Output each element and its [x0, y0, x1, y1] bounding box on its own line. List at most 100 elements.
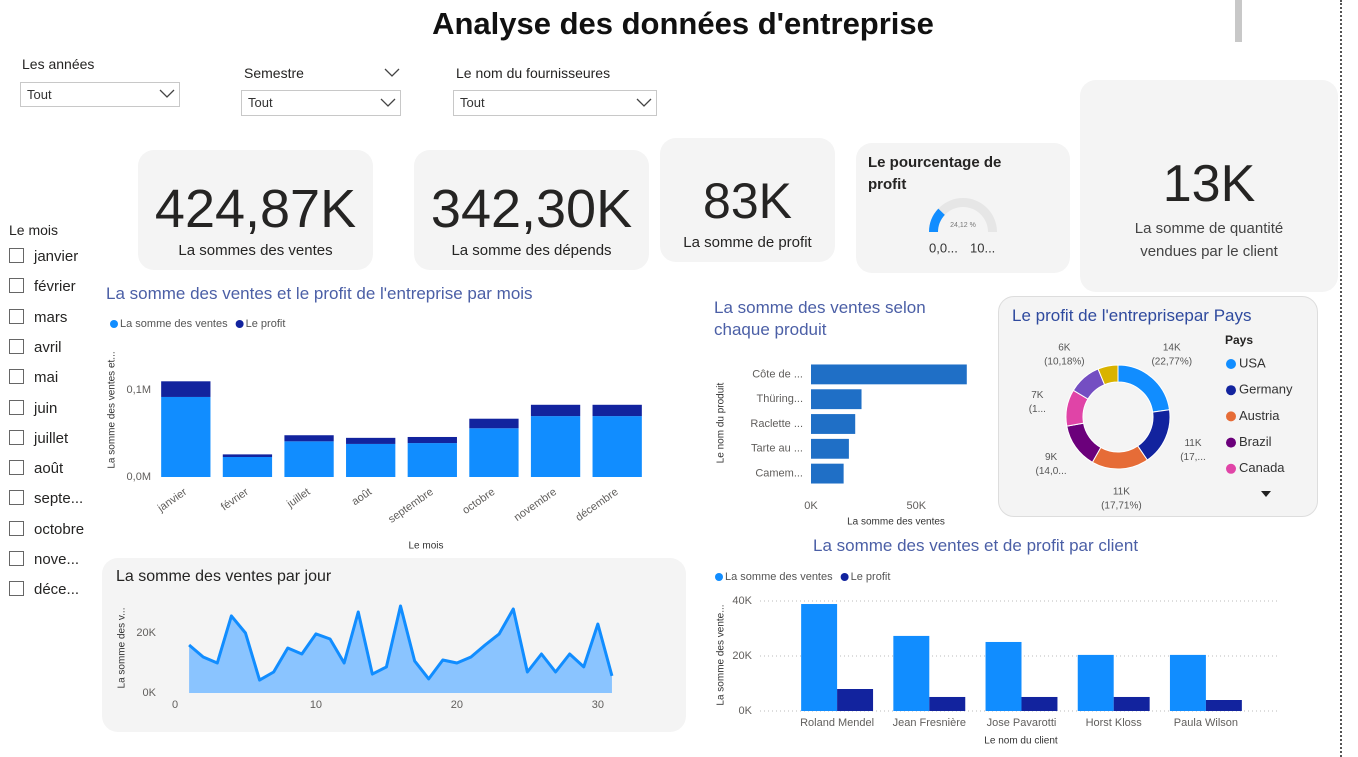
kpi-value: 13K [1162, 155, 1256, 213]
bar [1169, 654, 1206, 711]
dropdown-value: Tout [460, 95, 485, 110]
checkbox[interactable] [9, 369, 24, 385]
bar [811, 364, 967, 385]
line [188, 604, 614, 682]
x-axis-title: Le mois [408, 541, 443, 552]
month-option[interactable]: mai [9, 369, 58, 386]
month-option[interactable]: déce... [9, 581, 79, 598]
data-label: 11K [1184, 438, 1201, 449]
month-label: septe... [34, 490, 84, 508]
chart-title: La somme des ventes et de profit par cli… [813, 536, 1139, 555]
month-label: mars [34, 308, 68, 326]
filter-label: Le nom du fournisseures [456, 65, 611, 81]
checkbox[interactable] [9, 551, 24, 566]
filter-label: Semestre [244, 65, 304, 81]
y-tick-label: 0K [739, 705, 753, 717]
chevron[interactable] [380, 98, 396, 107]
bar-segment [222, 454, 273, 457]
scrollbar[interactable] [1235, 0, 1242, 42]
y-tick-label: 20K [732, 650, 752, 662]
bar [1113, 696, 1150, 711]
x-tick-label: février [219, 486, 251, 514]
checkbox[interactable] [9, 248, 24, 263]
area [189, 606, 612, 693]
legend-label: Austria [1239, 408, 1280, 423]
chevron[interactable] [159, 89, 175, 98]
dropdown-value: Tout [27, 87, 52, 102]
bar [1077, 654, 1114, 711]
bar [1021, 696, 1058, 711]
month-option[interactable]: nove... [9, 551, 79, 568]
x-tick-label: 30 [592, 699, 604, 711]
checkbox[interactable] [9, 399, 24, 415]
legend-label: Germany [1239, 382, 1293, 397]
legend-label: La somme des ventes [120, 318, 228, 330]
month-option[interactable]: juillet [9, 429, 69, 447]
page-border [1340, 0, 1342, 757]
checkbox[interactable] [9, 581, 24, 597]
legend-label: Le profit [246, 318, 286, 330]
kpi-label: La somme des dépends [451, 242, 612, 259]
legend-label: Le profit [851, 571, 891, 583]
y-tick-label: 0,1M [127, 384, 151, 396]
checkbox[interactable] [9, 278, 24, 294]
month-label: janvier [34, 248, 79, 265]
y-tick-label: Tarte au ... [751, 443, 803, 455]
kpi-card [660, 138, 835, 262]
y-tick-label: Thüring... [757, 393, 803, 405]
data-label: (14,0... [1036, 466, 1067, 477]
x-tick-label: 20 [451, 699, 463, 711]
x-tick-label: août [350, 486, 374, 508]
dropdown[interactable]: Tout [453, 90, 657, 116]
y-axis-title: La somme des v... [117, 608, 128, 689]
bar [811, 463, 844, 484]
month-label: mai [34, 369, 59, 387]
checkbox[interactable] [9, 520, 24, 536]
dropdown[interactable]: Tout [20, 82, 180, 107]
month-option[interactable]: avril [9, 338, 62, 356]
bar [929, 696, 966, 711]
legend-more-arrow[interactable] [1261, 491, 1271, 497]
checkbox[interactable] [9, 429, 24, 445]
chevron[interactable] [636, 98, 652, 107]
legend-swatch [840, 573, 849, 581]
month-label: avril [34, 338, 62, 356]
checkbox[interactable] [9, 460, 24, 476]
month-option[interactable]: août [9, 460, 63, 477]
checkbox[interactable] [9, 338, 24, 354]
data-label: (22,77%) [1151, 357, 1192, 368]
month-option[interactable]: mars [9, 308, 68, 326]
donut-slice [1117, 364, 1171, 413]
bar-segment [469, 418, 519, 429]
legend-label: Brazil [1239, 434, 1272, 449]
checkbox[interactable] [9, 308, 24, 324]
x-tick-label: juillet [284, 486, 312, 511]
month-label: juillet [34, 429, 69, 447]
donut-slice [1066, 422, 1102, 463]
legend-label: Canada [1239, 460, 1285, 475]
chevron[interactable] [384, 68, 400, 77]
x-tick-label: septembre [386, 486, 435, 526]
x-tick-label: 0 [172, 699, 178, 711]
y-tick-label: 0K [143, 687, 157, 699]
y-axis-title: Le nom du produit [716, 382, 727, 463]
gauge-title: Le pourcentage de profit [868, 154, 1002, 193]
gauge-fill [929, 208, 945, 232]
month-option[interactable]: février [9, 278, 76, 295]
legend-label: La somme des ventes [725, 571, 833, 583]
month-option[interactable]: juin [9, 399, 57, 417]
month-option[interactable]: octobre [9, 520, 84, 538]
month-option[interactable]: septe... [9, 490, 83, 507]
checkbox[interactable] [9, 490, 24, 506]
kpi-card [138, 150, 373, 270]
data-label: (10,18%) [1044, 357, 1085, 368]
legend-label: USA [1239, 355, 1266, 370]
data-label: 7K [1031, 390, 1044, 401]
month-option[interactable]: janvier [9, 248, 78, 265]
bar [811, 438, 849, 459]
dropdown[interactable]: Tout [241, 90, 401, 116]
bar [1205, 700, 1242, 711]
kpi-value: 83K [703, 173, 792, 229]
